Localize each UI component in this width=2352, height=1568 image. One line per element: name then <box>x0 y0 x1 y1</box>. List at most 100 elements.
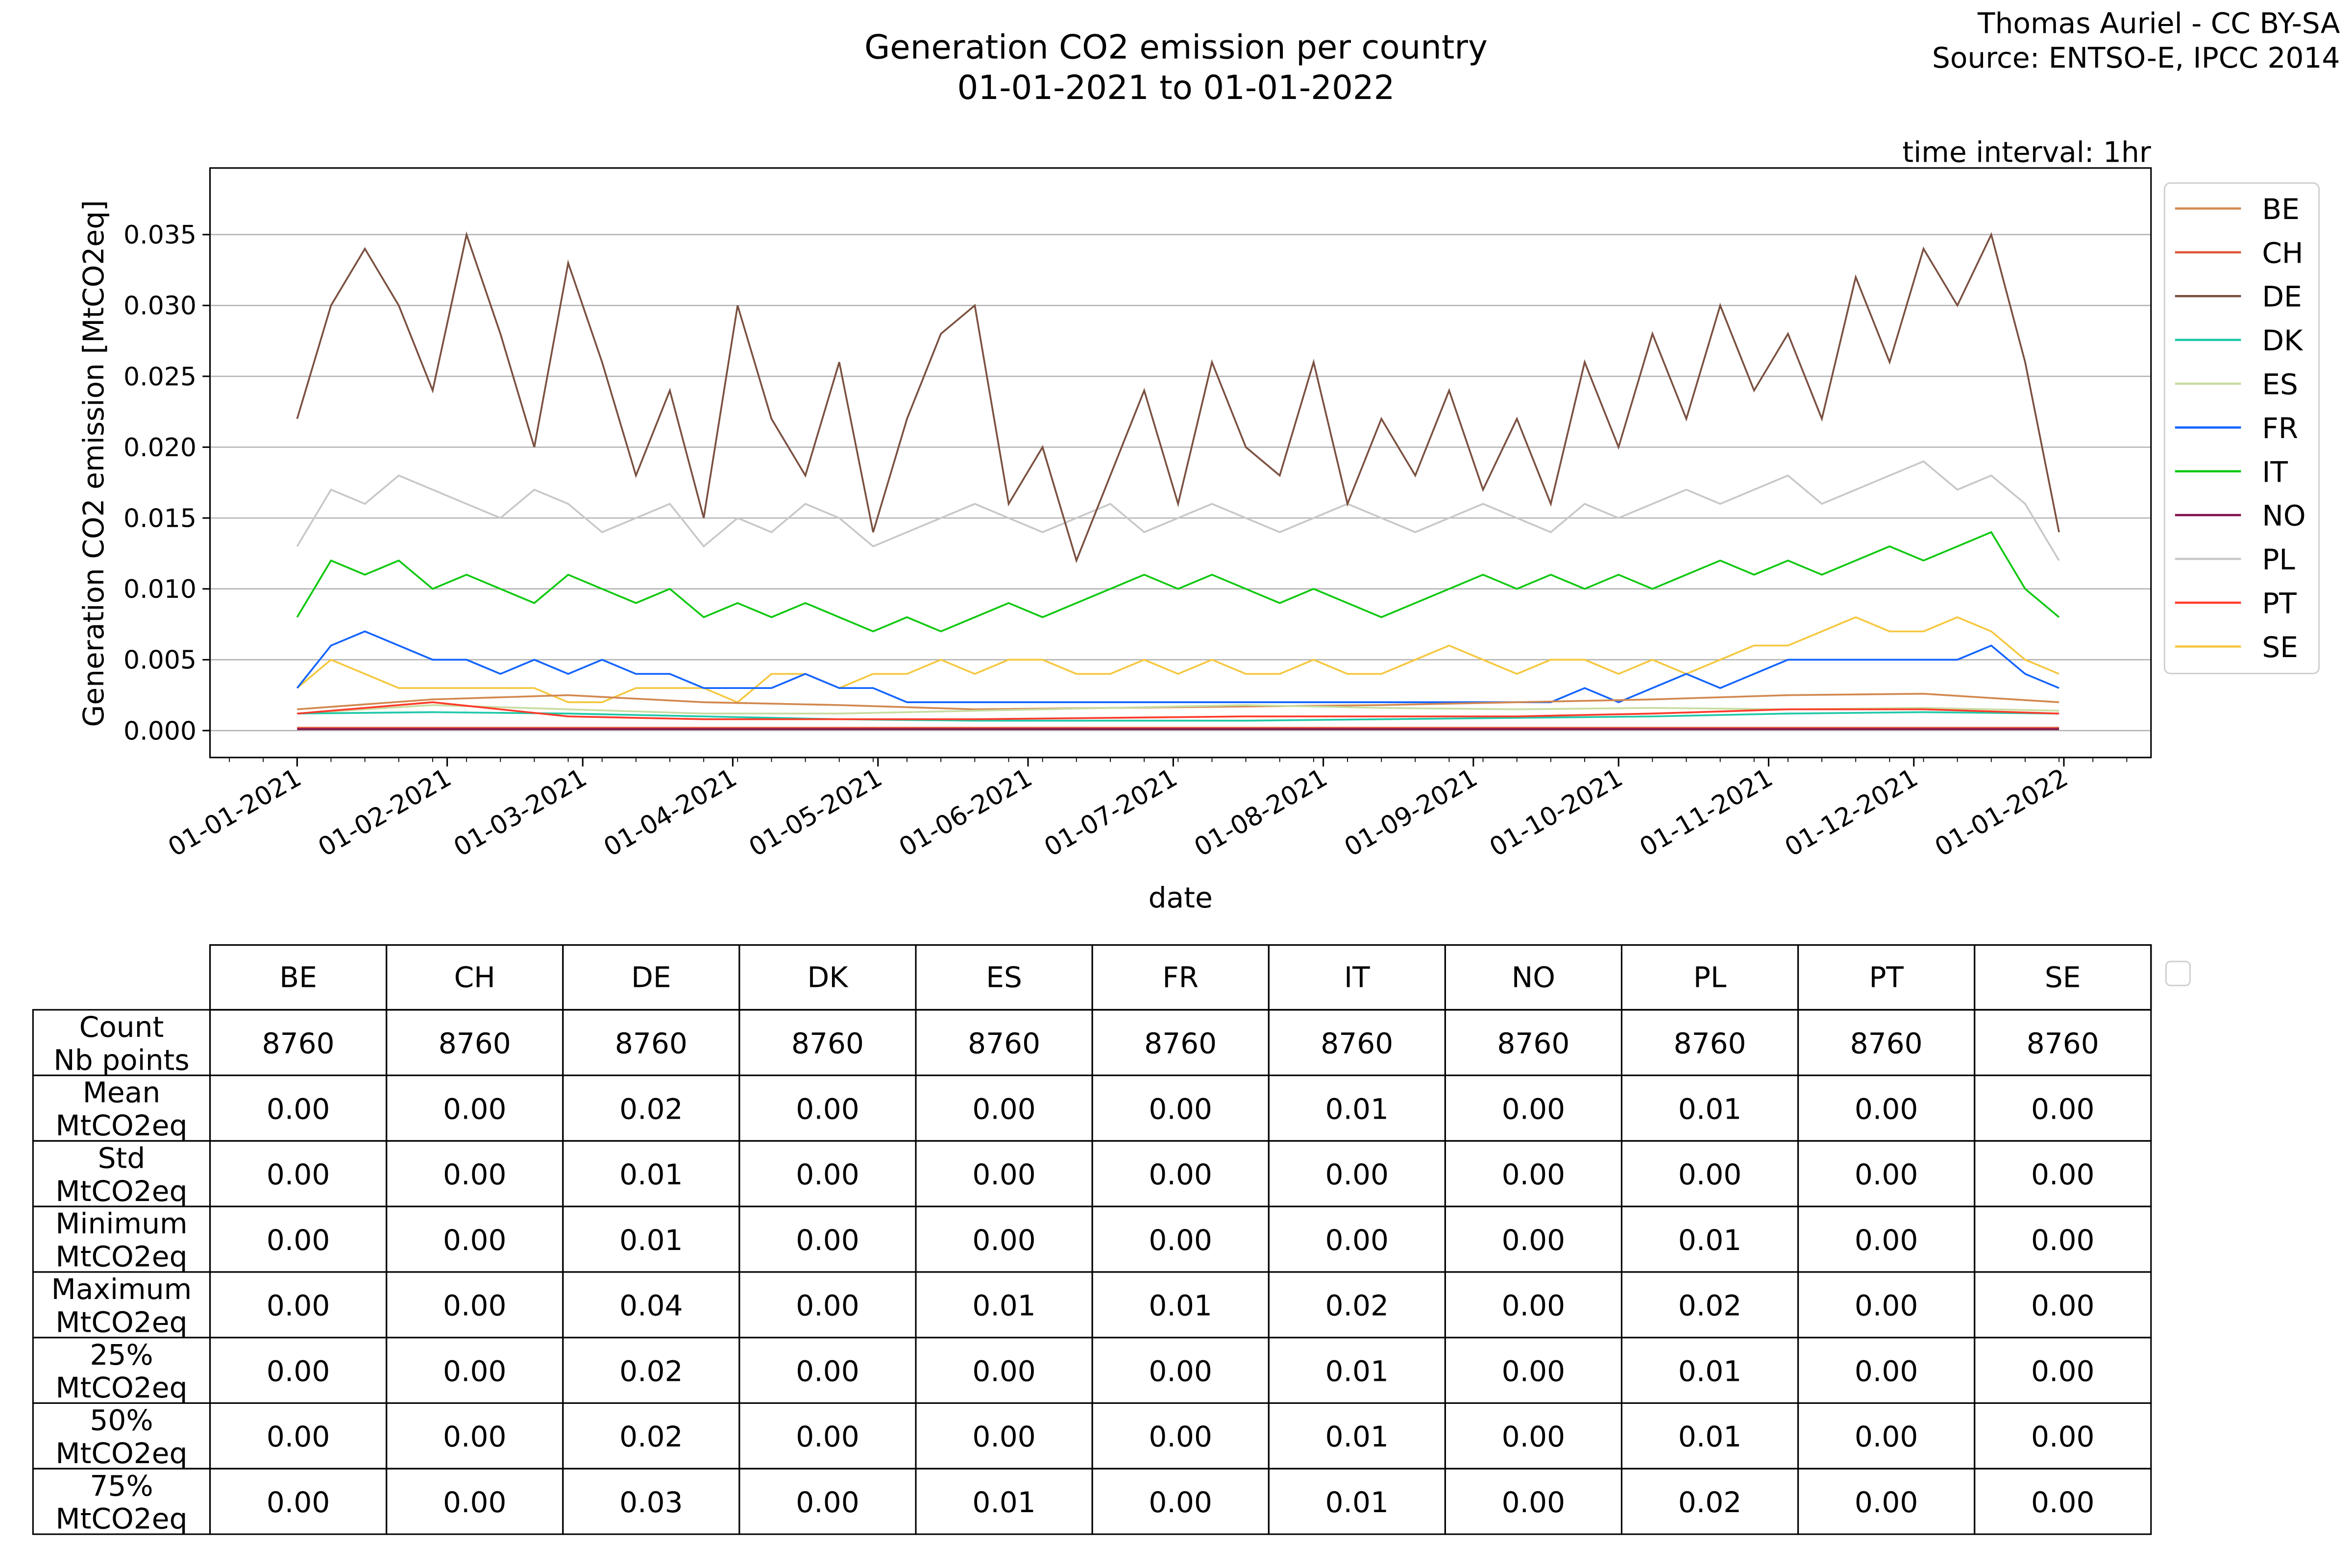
cell-value: 0.00 <box>1149 1092 1212 1126</box>
cell-value: 0.00 <box>2031 1289 2095 1323</box>
column-header: PL <box>1693 960 1727 994</box>
cell-value: 0.02 <box>619 1092 683 1126</box>
cell-value: 0.00 <box>443 1420 507 1453</box>
cell-value: 0.00 <box>1149 1158 1212 1191</box>
column-header: CH <box>454 960 495 994</box>
cell-value: 0.03 <box>619 1486 683 1519</box>
legend: BE CH DE DK ES FR IT NO PL PT SE <box>2163 182 2320 675</box>
cell-value: 8760 <box>262 1027 335 1060</box>
series-line-PL <box>296 460 2060 561</box>
legend-label-ES: ES <box>2262 368 2298 401</box>
y-axis: 0.000 0.005 0.010 0.015 0.020 0.025 0.030 0.035 <box>123 220 210 746</box>
row-unit: Nb points <box>53 1043 190 1077</box>
cell-value: 0.01 <box>972 1486 1036 1519</box>
y-tick-label: 0.000 <box>123 716 196 746</box>
chart-subtitle: 01-01-2021 to 01-01-2022 <box>957 68 1395 107</box>
interval-note: time interval: 1hr <box>1902 136 2151 169</box>
cell-value: 0.02 <box>1325 1289 1389 1323</box>
cell-value: 0.00 <box>2031 1354 2095 1388</box>
cell-value: 8760 <box>1674 1027 1746 1060</box>
series-line-DK <box>297 711 2059 722</box>
cell-value: 0.00 <box>1855 1354 1918 1388</box>
cell-value: 0.00 <box>1149 1420 1212 1453</box>
cell-value: 0.00 <box>2031 1420 2095 1453</box>
cell-value: 0.00 <box>1502 1354 1566 1388</box>
y-tick-label: 0.005 <box>123 646 196 675</box>
column-header: IT <box>1344 960 1370 994</box>
cell-value: 0.00 <box>972 1224 1036 1257</box>
cell-value: 0.01 <box>1678 1092 1742 1126</box>
series-lines <box>296 231 2060 730</box>
cell-value: 0.00 <box>1325 1224 1389 1257</box>
cell-value: 0.00 <box>267 1092 330 1126</box>
cell-value: 0.01 <box>1678 1354 1742 1388</box>
column-header: DE <box>631 960 671 994</box>
row-label: 75% <box>90 1469 153 1502</box>
cell-value: 0.01 <box>1325 1486 1389 1519</box>
row-unit: MtCO2eq <box>55 1240 187 1274</box>
cell-value: 0.00 <box>443 1289 507 1323</box>
legend-label-DK: DK <box>2262 324 2303 357</box>
legend-label-NO: NO <box>2262 499 2305 533</box>
cell-value: 0.00 <box>1149 1486 1212 1519</box>
cell-value: 0.02 <box>619 1420 683 1453</box>
cell-value: 8760 <box>1497 1027 1569 1060</box>
cell-value: 0.00 <box>796 1289 859 1323</box>
row-unit: MtCO2eq <box>55 1305 187 1339</box>
y-tick-label: 0.010 <box>123 575 196 604</box>
row-unit: MtCO2eq <box>55 1175 187 1208</box>
cell-value: 8760 <box>1144 1027 1217 1060</box>
y-axis-label: Generation CO2 emission [MtCO2eq] <box>77 200 110 727</box>
y-tick-label: 0.035 <box>123 220 196 250</box>
cell-value: 0.00 <box>443 1224 507 1257</box>
y-tick-label: 0.015 <box>123 504 196 534</box>
row-unit: MtCO2eq <box>55 1371 187 1404</box>
cell-value: 8760 <box>1850 1027 1923 1060</box>
series-line-IT <box>296 531 2060 633</box>
cell-value: 0.02 <box>1678 1289 1742 1323</box>
cell-value: 0.01 <box>1325 1354 1389 1388</box>
credit-author: Thomas Auriel - CC BY-SA <box>1977 6 2340 40</box>
cell-value: 0.00 <box>2031 1158 2095 1191</box>
column-header: NO <box>1512 960 1555 994</box>
row-unit: MtCO2eq <box>55 1502 187 1536</box>
cell-value: 0.00 <box>1325 1158 1389 1191</box>
cell-value: 0.00 <box>443 1092 507 1126</box>
cell-value: 0.00 <box>1855 1158 1918 1191</box>
cell-value: 8760 <box>439 1027 511 1060</box>
cell-value: 0.00 <box>972 1420 1036 1453</box>
cell-value: 0.01 <box>1325 1420 1389 1453</box>
cell-value: 0.00 <box>796 1158 859 1191</box>
y-tick-label: 0.025 <box>123 362 196 392</box>
cell-value: 0.00 <box>1149 1224 1212 1257</box>
y-tick-label: 0.030 <box>123 292 196 321</box>
cell-value: 0.00 <box>1502 1092 1566 1126</box>
cell-value: 0.04 <box>619 1289 683 1323</box>
legend-label-PT: PT <box>2262 587 2297 620</box>
series-line-SE <box>296 616 2059 704</box>
cell-value: 0.00 <box>443 1354 507 1388</box>
cell-value: 0.00 <box>443 1158 507 1191</box>
cell-value: 0.01 <box>1678 1224 1742 1257</box>
row-label: Std <box>98 1141 146 1175</box>
column-header: BE <box>279 960 317 994</box>
legend-label-PL: PL <box>2262 543 2295 576</box>
cell-value: 0.02 <box>619 1354 683 1388</box>
cell-value: 8760 <box>791 1027 864 1060</box>
row-label: Count <box>79 1010 164 1044</box>
cell-value: 0.00 <box>1855 1486 1918 1519</box>
legend-label-CH: CH <box>2262 236 2303 270</box>
series-line-FR <box>296 630 2059 704</box>
legend-label-DE: DE <box>2262 280 2302 314</box>
legend-label-BE: BE <box>2262 193 2300 226</box>
legend-label-FR: FR <box>2262 412 2298 445</box>
cell-value: 0.00 <box>972 1354 1036 1388</box>
cell-value: 0.00 <box>2031 1486 2095 1519</box>
cell-value: 0.00 <box>267 1354 330 1388</box>
credit-source: Source: ENTSO-E, IPCC 2014 <box>1932 41 2340 74</box>
cell-value: 0.00 <box>1502 1224 1566 1257</box>
cell-value: 0.00 <box>443 1486 507 1519</box>
cell-value: 0.01 <box>619 1158 683 1191</box>
cell-value: 8760 <box>1321 1027 1393 1060</box>
